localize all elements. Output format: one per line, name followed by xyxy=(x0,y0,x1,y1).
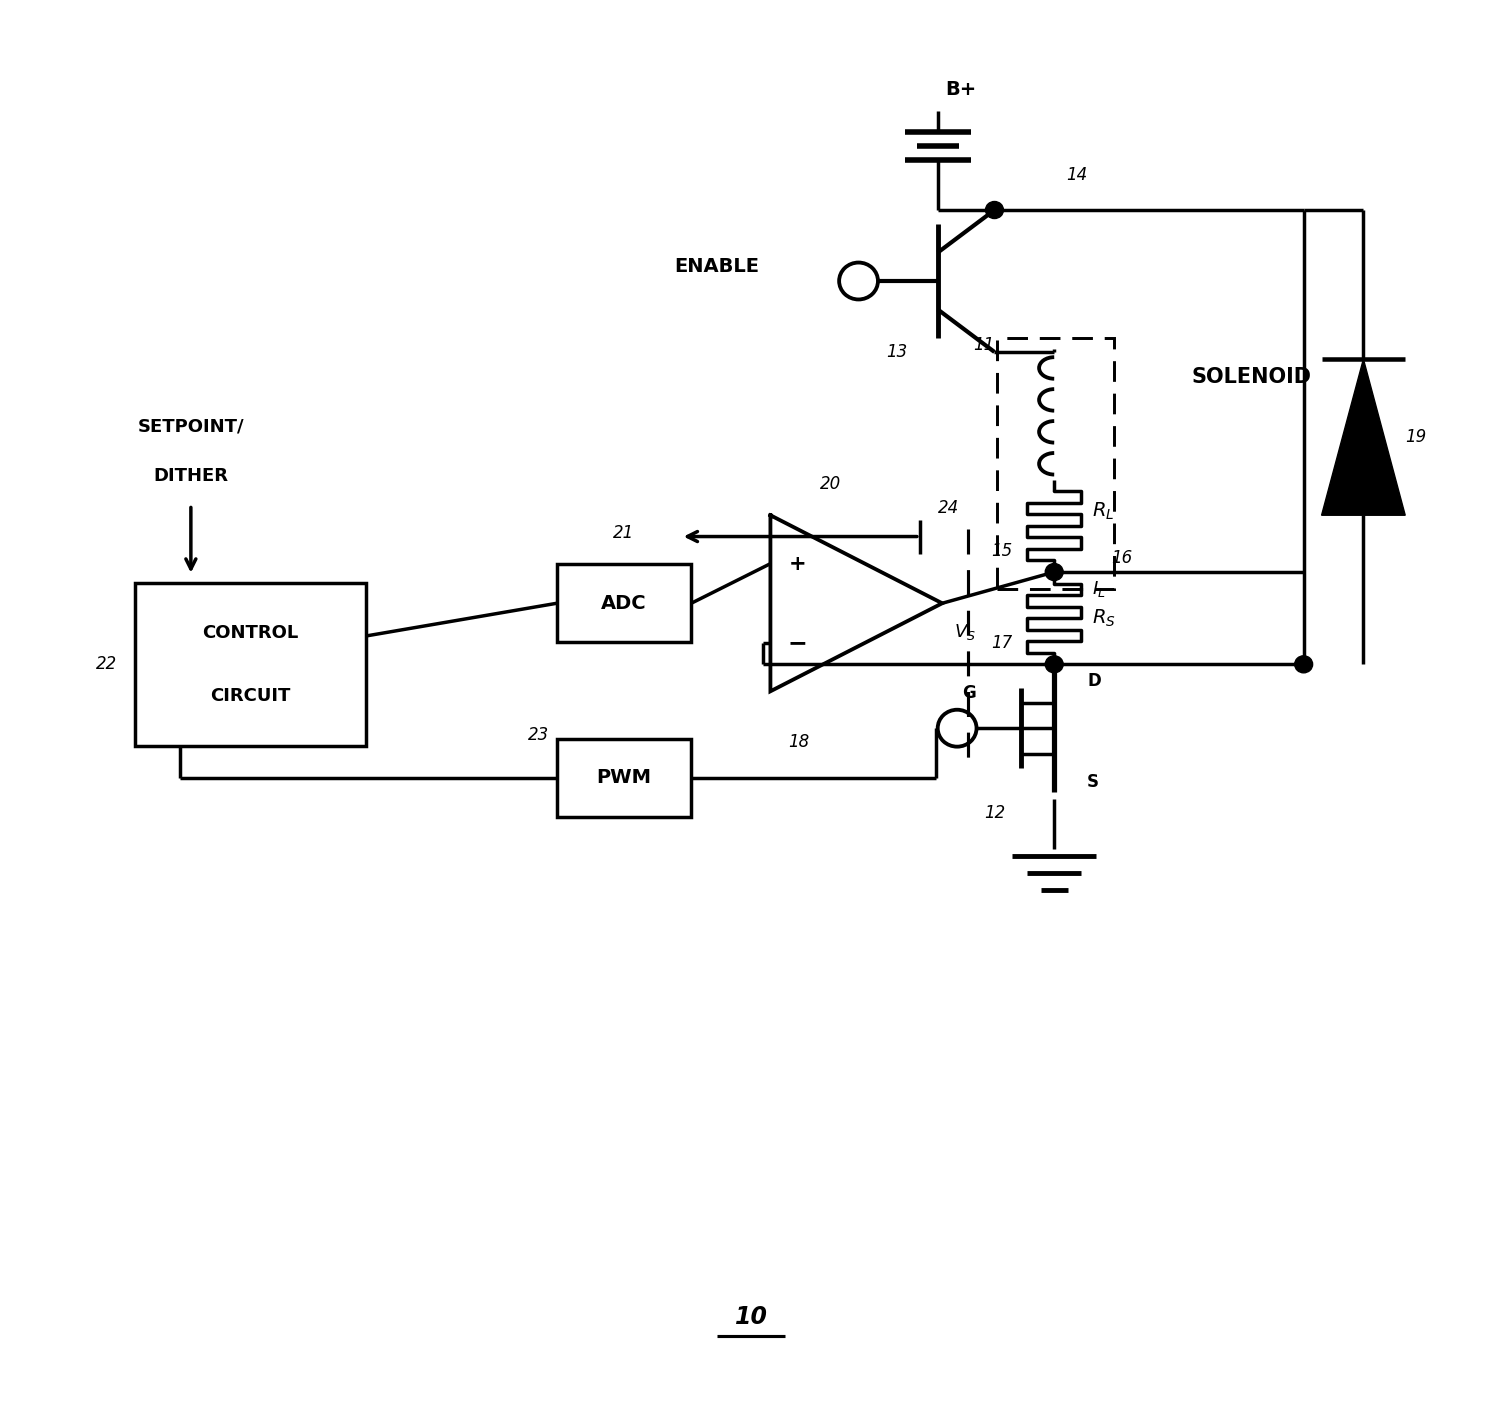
Polygon shape xyxy=(1322,358,1406,516)
Text: $V_S$: $V_S$ xyxy=(954,621,976,641)
Text: B+: B+ xyxy=(945,80,976,99)
Text: G: G xyxy=(963,684,976,701)
Circle shape xyxy=(1045,564,1063,581)
Text: 12: 12 xyxy=(984,804,1005,823)
Text: D: D xyxy=(1087,673,1101,690)
Text: 18: 18 xyxy=(789,734,810,751)
Text: SOLENOID: SOLENOID xyxy=(1191,367,1311,387)
Text: CONTROL: CONTROL xyxy=(203,624,299,643)
Text: 19: 19 xyxy=(1404,428,1427,446)
Text: $R_L$: $R_L$ xyxy=(1092,501,1114,523)
Text: S: S xyxy=(1087,773,1099,791)
Circle shape xyxy=(1295,655,1313,673)
Text: 20: 20 xyxy=(820,476,841,493)
Text: CIRCUIT: CIRCUIT xyxy=(210,687,291,704)
Circle shape xyxy=(985,201,1003,218)
Text: −: − xyxy=(787,631,807,655)
Text: 16: 16 xyxy=(1111,548,1133,567)
Text: 10: 10 xyxy=(734,1305,768,1329)
Bar xyxy=(557,564,691,643)
Text: DITHER: DITHER xyxy=(153,467,228,486)
Text: 21: 21 xyxy=(613,524,635,543)
Text: 23: 23 xyxy=(529,727,550,744)
Text: ADC: ADC xyxy=(601,594,647,613)
Text: 15: 15 xyxy=(991,541,1012,560)
Text: $I_L$: $I_L$ xyxy=(1092,580,1105,600)
Text: +: + xyxy=(789,554,807,574)
Text: 24: 24 xyxy=(937,500,958,517)
Text: $R_S$: $R_S$ xyxy=(1092,607,1116,628)
Bar xyxy=(557,738,691,817)
Text: 22: 22 xyxy=(96,655,117,674)
Circle shape xyxy=(1045,655,1063,673)
Text: 14: 14 xyxy=(1066,166,1087,184)
Text: ENABLE: ENABLE xyxy=(674,257,759,276)
Text: PWM: PWM xyxy=(596,768,652,787)
Bar xyxy=(135,583,366,745)
Text: 11: 11 xyxy=(973,336,994,354)
Text: 17: 17 xyxy=(991,634,1012,653)
Bar xyxy=(997,338,1114,590)
Text: SETPOINT/: SETPOINT/ xyxy=(138,417,245,436)
Text: 13: 13 xyxy=(886,343,907,361)
